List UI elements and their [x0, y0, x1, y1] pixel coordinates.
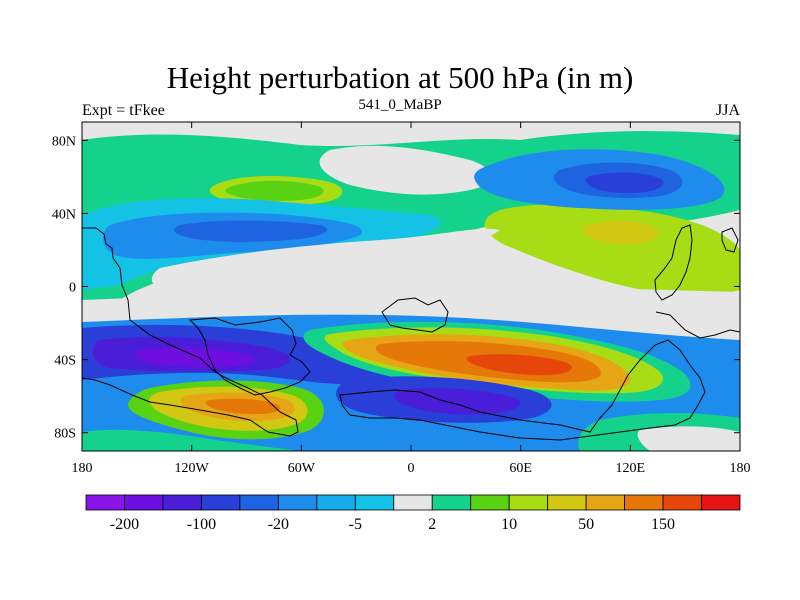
y-tick-label: 80N — [52, 134, 76, 149]
coast-americas — [81, 227, 299, 437]
colorbar-box — [585, 494, 625, 511]
colorbar-label: -5 — [349, 516, 362, 533]
x-tick-label: 0 — [408, 461, 415, 476]
season-label: JJA — [715, 102, 740, 119]
colorbar-box — [431, 494, 472, 511]
colorbar-label: -100 — [187, 516, 216, 533]
coast-australia — [655, 311, 741, 339]
colorbar-box — [624, 494, 664, 511]
asia-ochre-patch — [582, 220, 659, 245]
nh-white-tongue — [151, 228, 500, 292]
x-tick-label: 120E — [616, 461, 646, 476]
colorbar-box — [547, 494, 587, 511]
axis-ticks: 180 120W 60W 0 60E 120E 180 80N 40N 0 40S 80S — [52, 122, 751, 476]
colorbar-box — [124, 494, 164, 511]
colorbar-box — [508, 494, 549, 511]
colorbar-box — [393, 494, 433, 511]
contour-field — [82, 122, 740, 451]
colorbar-box — [662, 494, 702, 511]
sh-red-west — [205, 398, 281, 415]
y-tick-label: 0 — [69, 281, 76, 296]
colorbar-box — [201, 494, 241, 511]
coast-pacific-isles — [721, 227, 739, 253]
nh-green-patch — [225, 180, 324, 201]
colorbar-label: -200 — [110, 516, 139, 533]
colorbar-box — [85, 494, 125, 511]
y-tick-label: 40N — [52, 207, 76, 222]
coast-south-america — [188, 317, 311, 396]
pacific-dark-core — [585, 172, 664, 194]
case-label: 541_0_MaBP — [358, 97, 442, 113]
colorbar-box — [316, 494, 356, 511]
sh-polar-green-west — [82, 429, 300, 451]
colorbar-label: 150 — [651, 516, 675, 533]
x-tick-label: 60E — [509, 461, 532, 476]
nh-white-gap — [319, 145, 491, 195]
asia-yellow-band — [484, 204, 740, 296]
colorbar-box — [239, 494, 279, 511]
coast-africa — [381, 297, 449, 333]
colorbar-label: 50 — [578, 516, 594, 533]
colorbar-label: 10 — [501, 516, 517, 533]
x-tick-label: 180 — [730, 461, 751, 476]
coast-antarctica — [339, 339, 706, 441]
sh-orange-inner — [466, 354, 572, 376]
experiment-label: Expt = tFkee — [82, 102, 165, 119]
colorbar-box — [162, 494, 202, 511]
y-tick-label: 80S — [54, 427, 76, 442]
x-tick-label: 60W — [288, 461, 316, 476]
colorbar-label: -20 — [268, 516, 289, 533]
colorbar-label: 2 — [428, 516, 436, 533]
colorbar-box — [277, 494, 318, 511]
colorbar-box — [470, 494, 510, 511]
colorbar-box — [354, 494, 395, 511]
sh-polar-white-east — [637, 426, 740, 451]
america-blue-inner — [174, 220, 328, 242]
colorbar-box — [701, 494, 741, 511]
x-tick-label: 120W — [175, 461, 210, 476]
colorbar: -200 -100 -20 -5 2 10 50 150 — [85, 494, 741, 533]
tropic-white — [82, 287, 740, 325]
coastlines — [81, 224, 741, 441]
chart-title: Height perturbation at 500 hPa (in m) — [166, 60, 634, 95]
y-tick-label: 40S — [54, 354, 76, 369]
x-tick-label: 180 — [72, 461, 93, 476]
sh-core-west-inner — [134, 347, 255, 368]
coast-asia-east — [654, 224, 693, 301]
